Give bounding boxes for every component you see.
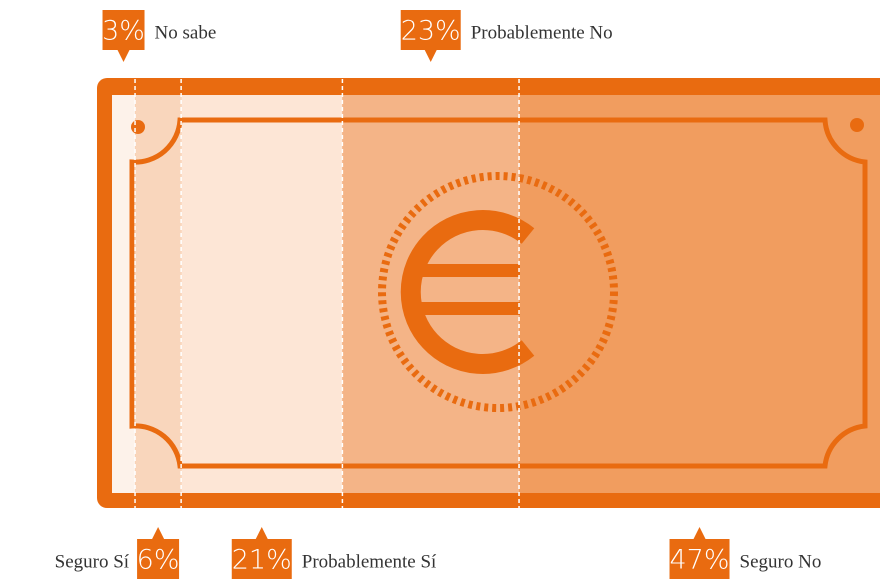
label-pointer (694, 527, 706, 539)
infographic: 3% No sabe 6% Seguro Sí 21% Probablemente Sí 2… (0, 0, 880, 579)
value-label: 21% (232, 545, 292, 576)
segment (181, 95, 342, 493)
label-pointer (152, 527, 164, 539)
value-label: 6% (137, 545, 180, 576)
label-pointer (118, 50, 130, 62)
corner-dot (131, 120, 145, 134)
category-label: Probablemente No (471, 22, 613, 43)
category-label: No sabe (155, 22, 217, 43)
value-label: 47% (670, 545, 730, 576)
label-pointer (425, 50, 437, 62)
category-label: Seguro Sí (55, 551, 130, 572)
value-label: 3% (102, 16, 145, 47)
value-label: 23% (401, 16, 461, 47)
category-label: Seguro No (740, 551, 822, 572)
corner-dot (850, 118, 864, 132)
category-label: Probablemente Sí (302, 551, 437, 572)
label-pointer (256, 527, 268, 539)
segment (342, 95, 519, 493)
segment (519, 95, 880, 493)
